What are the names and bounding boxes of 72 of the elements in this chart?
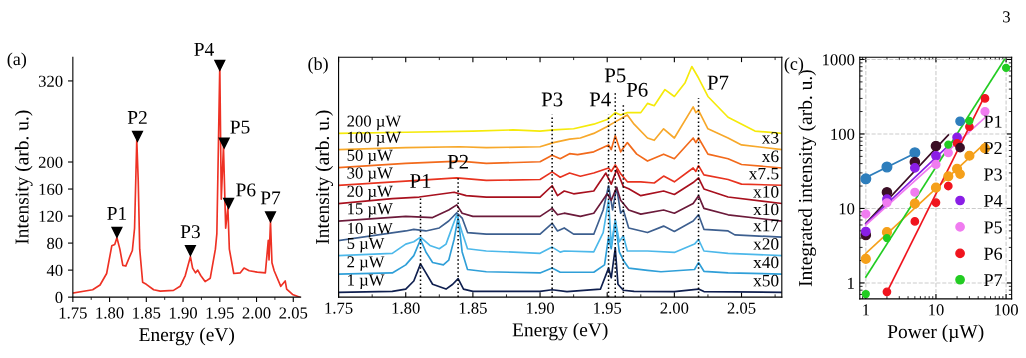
annotation: x50	[753, 274, 779, 287]
y-axis-title: Intensity (arb. u.)	[315, 110, 334, 244]
x-tick-label: 1.90	[169, 307, 198, 319]
y-axis-title: Intensity (arb. u.)	[14, 110, 33, 244]
series-label: 2 µW	[347, 256, 385, 271]
annotation: x7.5	[748, 167, 779, 180]
annotation: P7	[260, 191, 281, 205]
y-tick-label: 80	[47, 237, 63, 250]
ref-line-label: P6	[626, 82, 648, 97]
y-tick-label: 0	[55, 291, 63, 304]
annotation: x20	[753, 238, 779, 250]
x-tick-label: 2.00	[660, 302, 689, 314]
series-label: 20 µW	[347, 185, 393, 201]
annotation: P5	[230, 120, 250, 134]
series-label: 1 µW	[348, 274, 385, 290]
legend-label: P6	[984, 247, 1003, 260]
chart-title: (b)	[308, 57, 328, 74]
series-label: 200 µW	[347, 115, 402, 131]
x-tick-label: 1.90	[526, 302, 554, 314]
x-axis-title: Energy (eV)	[139, 327, 235, 346]
x-axis-title: Power (µW)	[887, 324, 984, 343]
annotation: x10	[753, 185, 779, 198]
ref-line-label: P3	[541, 92, 563, 107]
series-label: 30 µW	[347, 167, 393, 183]
text: 3	[1003, 11, 1010, 23]
x-tick-label: 1.85	[133, 307, 161, 319]
annotation: x6	[761, 150, 779, 163]
series-label: 15 µW	[348, 203, 393, 218]
x-tick-label: 1.80	[96, 307, 124, 319]
y-tick-label: 1	[848, 277, 854, 289]
series-label: 50 µW	[347, 149, 393, 165]
x-tick-label: 1.95	[206, 307, 234, 319]
y-tick-label: 120	[39, 210, 63, 223]
y-tick-label: 100	[831, 128, 855, 140]
series-label: 5 µW	[347, 237, 385, 253]
y-tick-label: 320	[38, 75, 63, 87]
legend-label: P7	[984, 274, 1003, 287]
annotation: x3	[761, 132, 779, 144]
annotation: P1	[107, 206, 127, 220]
y-tick-label: 160	[39, 183, 63, 195]
x-tick-label: 1.85	[459, 302, 487, 314]
y-tick-label: 200	[38, 156, 63, 168]
legend-label: P4	[984, 194, 1003, 207]
annotation: P2	[127, 110, 147, 124]
annotation: P3	[180, 225, 200, 239]
x-tick-label: 1.80	[392, 302, 420, 314]
annotation: x40	[753, 256, 779, 269]
ref-line-label: P4	[589, 92, 611, 107]
legend-label: P5	[984, 221, 1002, 234]
annotation: P6	[236, 183, 256, 197]
series-label: 100 µW	[348, 131, 402, 147]
x-tick-label: 1	[863, 304, 869, 316]
x-tick-label: 2.00	[242, 307, 271, 319]
x-axis-title: Energy (eV)	[512, 322, 608, 341]
legend-label: P1	[984, 115, 1002, 128]
x-tick-label: 10	[929, 304, 944, 316]
chart-title: (a)	[7, 52, 27, 69]
annotation: P4	[194, 42, 214, 56]
y-tick-label: 40	[46, 264, 63, 277]
legend-label: P3	[984, 168, 1002, 181]
x-tick-label: 1.95	[594, 302, 622, 314]
annotation: x10	[753, 203, 779, 216]
y-tick-label: 10	[839, 203, 855, 215]
x-tick-label: 2.05	[279, 307, 308, 319]
x-tick-label: 1.75	[59, 307, 87, 319]
x-tick-label: 100	[995, 304, 1018, 316]
annotation: x17	[753, 219, 779, 232]
ref-line-label: P7	[707, 75, 729, 90]
x-tick-label: 1.75	[325, 302, 353, 314]
ref-line-label: P5	[604, 68, 626, 83]
y-tick-label: 1000	[823, 54, 855, 66]
x-tick-label: 2.05	[727, 302, 756, 314]
